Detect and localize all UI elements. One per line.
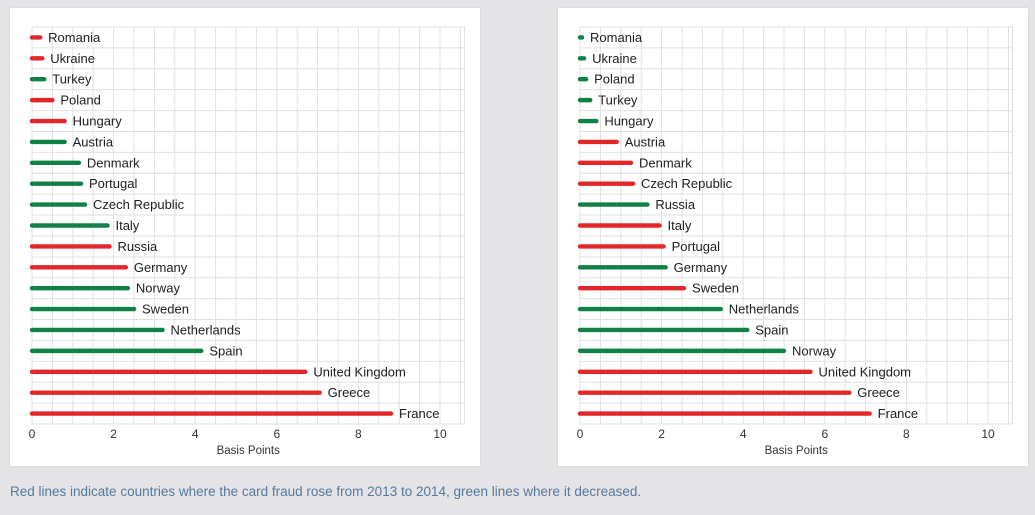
chart-card-right: Romania Ukraine Poland Turkey Hungary Austria… xyxy=(558,8,1028,466)
country-label: Greece xyxy=(328,385,371,400)
country-label: Netherlands xyxy=(729,302,800,317)
country-label: Russia xyxy=(118,239,159,254)
x-axis-title: Basis Points xyxy=(217,445,281,457)
country-label: Hungary xyxy=(73,114,123,129)
country-label: France xyxy=(399,406,439,421)
country-label: Russia xyxy=(655,197,696,212)
country-label: Ukraine xyxy=(592,51,637,66)
country-label: Austria xyxy=(625,134,666,149)
country-labels: Romania Ukraine Turkey Poland Hungary Austria… xyxy=(48,30,439,421)
country-label: United Kingdom xyxy=(819,364,912,379)
x-tick-label: 6 xyxy=(273,427,280,441)
country-label: Greece xyxy=(857,385,900,400)
left-chart: Romania Ukraine Turkey Poland Hungary Austria… xyxy=(29,26,465,457)
right-chart: Romania Ukraine Poland Turkey Hungary Austria… xyxy=(577,26,1013,457)
chart-card-left: Romania Ukraine Turkey Poland Hungary Austria… xyxy=(10,8,480,466)
country-label: Spain xyxy=(209,343,242,358)
x-tick-label: 4 xyxy=(192,427,199,441)
x-tick-label: 4 xyxy=(740,427,747,441)
country-label: Spain xyxy=(755,322,788,337)
country-label: Portugal xyxy=(89,176,138,191)
x-tick-label: 8 xyxy=(903,427,910,441)
country-label: Norway xyxy=(792,343,837,358)
x-tick-label: 10 xyxy=(981,427,995,441)
country-label: Italy xyxy=(668,218,692,233)
country-label: Norway xyxy=(136,281,181,296)
country-label: Germany xyxy=(134,260,188,275)
country-label: Hungary xyxy=(604,114,654,129)
country-label: Netherlands xyxy=(171,322,242,337)
country-label: Turkey xyxy=(598,93,638,108)
x-tick-label: 2 xyxy=(110,427,117,441)
country-label: Poland xyxy=(594,72,634,87)
x-tick-label: 8 xyxy=(355,427,362,441)
country-label: Romania xyxy=(48,30,101,45)
x-axis-title: Basis Points xyxy=(765,445,829,457)
x-tick-label: 6 xyxy=(821,427,828,441)
x-axis-ticks: 0 2 4 6 8 10 xyxy=(29,427,447,441)
country-label: Sweden xyxy=(142,302,189,317)
x-axis-ticks: 0 2 4 6 8 10 xyxy=(577,427,995,441)
country-label: Romania xyxy=(590,30,643,45)
country-label: Sweden xyxy=(692,281,739,296)
country-label: Germany xyxy=(674,260,728,275)
caption: Red lines indicate countries where the c… xyxy=(10,484,642,499)
country-label: Czech Republic xyxy=(641,176,733,191)
country-label: Poland xyxy=(60,93,100,108)
x-tick-label: 0 xyxy=(577,427,584,441)
country-label: Denmark xyxy=(639,155,692,170)
country-labels: Romania Ukraine Poland Turkey Hungary Austria… xyxy=(590,30,918,421)
country-label: Turkey xyxy=(52,72,92,87)
x-tick-label: 0 xyxy=(29,427,36,441)
country-label: Ukraine xyxy=(50,51,95,66)
country-label: Denmark xyxy=(87,155,140,170)
country-label: France xyxy=(878,406,918,421)
country-lines xyxy=(577,35,872,416)
country-lines xyxy=(29,35,394,416)
country-label: Italy xyxy=(115,218,139,233)
country-label: Czech Republic xyxy=(93,197,185,212)
x-tick-label: 10 xyxy=(433,427,447,441)
x-tick-label: 2 xyxy=(658,427,665,441)
country-label: United Kingdom xyxy=(313,364,406,379)
country-label: Portugal xyxy=(672,239,721,254)
country-label: Austria xyxy=(73,134,114,149)
